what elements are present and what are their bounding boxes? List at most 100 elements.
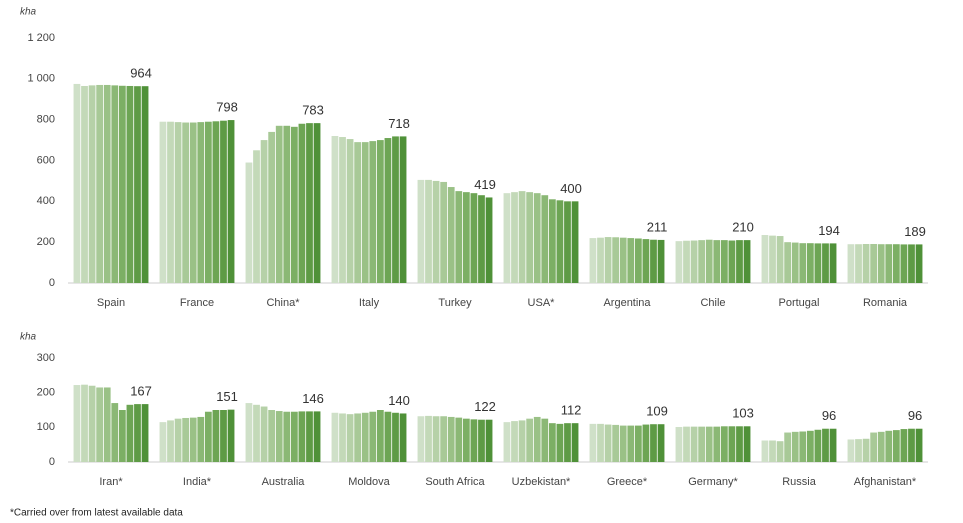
- bar: [862, 438, 870, 462]
- data-label: 151: [216, 389, 238, 404]
- y-tick-label: 200: [37, 387, 55, 399]
- bar: [791, 242, 799, 283]
- x-tick-label: Argentina: [603, 297, 651, 309]
- bar: [690, 426, 698, 462]
- x-tick-label: India*: [183, 476, 212, 488]
- bar: [283, 411, 291, 462]
- y-axis-label: kha: [20, 7, 37, 18]
- data-label: 109: [646, 404, 668, 419]
- footnote: *Carried over from latest available data: [10, 508, 183, 519]
- bar: [268, 131, 276, 283]
- bar: [313, 123, 321, 283]
- bar: [425, 415, 432, 462]
- bar: [814, 429, 822, 462]
- data-label: 211: [647, 219, 668, 234]
- bar: [806, 243, 814, 283]
- bar: [399, 413, 407, 462]
- bar: [518, 191, 526, 283]
- data-label: 400: [560, 181, 582, 196]
- bar: [290, 126, 298, 283]
- bar: [455, 417, 463, 462]
- bar: [713, 240, 721, 283]
- bar: [73, 83, 81, 283]
- bar: [776, 236, 784, 283]
- bar: [761, 235, 769, 283]
- bar: [885, 244, 893, 283]
- bar: [847, 439, 855, 462]
- bar: [829, 428, 837, 462]
- bar: [541, 418, 549, 462]
- bar: [455, 191, 463, 283]
- bar: [197, 122, 205, 283]
- bar: [571, 423, 579, 462]
- bar: [683, 240, 690, 283]
- data-label: 96: [822, 408, 836, 423]
- data-label: 189: [904, 224, 926, 239]
- x-tick-label: Iran*: [99, 476, 123, 488]
- y-tick-label: 200: [37, 236, 55, 248]
- bar: [111, 85, 119, 283]
- bar: [589, 423, 597, 462]
- bar: [650, 239, 657, 283]
- bar: [564, 201, 571, 283]
- bar: [227, 120, 235, 283]
- bar: [675, 241, 683, 283]
- bar: [885, 430, 893, 462]
- bar: [141, 86, 149, 283]
- bar: [769, 235, 776, 283]
- bar: [159, 121, 167, 283]
- bar: [713, 426, 721, 462]
- x-tick-label: China*: [266, 297, 300, 309]
- x-tick-label: Romania: [863, 297, 908, 309]
- bar: [650, 424, 657, 462]
- bar: [705, 426, 713, 462]
- bar: [220, 120, 227, 283]
- bar: [675, 426, 683, 462]
- bar: [829, 243, 837, 283]
- bar: [503, 422, 511, 462]
- bar: [634, 425, 642, 462]
- x-tick-label: USA*: [528, 297, 556, 309]
- bar: [462, 418, 470, 462]
- bar: [126, 85, 134, 284]
- bar: [260, 406, 268, 462]
- bar: [346, 414, 354, 462]
- bar: [369, 141, 377, 283]
- bar: [518, 420, 526, 462]
- x-tick-label: Portugal: [779, 297, 820, 309]
- bar: [799, 243, 807, 283]
- bar: [103, 387, 111, 462]
- bar: [376, 140, 384, 283]
- bar: [657, 424, 665, 462]
- bar: [877, 244, 885, 283]
- bar: [111, 403, 119, 462]
- bar: [511, 421, 518, 462]
- bar: [417, 416, 425, 462]
- bar: [331, 412, 339, 462]
- bar: [548, 423, 556, 462]
- bar: [126, 404, 134, 462]
- bar: [485, 419, 493, 462]
- bar: [174, 418, 182, 462]
- x-tick-label: Australia: [262, 476, 306, 488]
- bar: [791, 431, 799, 462]
- bar: [298, 123, 306, 283]
- bar: [642, 424, 650, 462]
- bar: [806, 430, 814, 462]
- bar: [432, 180, 440, 283]
- bar: [275, 125, 283, 284]
- data-label: 96: [908, 408, 922, 423]
- bar: [134, 404, 141, 462]
- bar: [220, 410, 227, 462]
- bar: [268, 410, 276, 462]
- bar: [769, 440, 776, 462]
- bar: [174, 122, 182, 283]
- data-label: 122: [474, 399, 496, 414]
- bar: [167, 420, 174, 462]
- bar: [784, 432, 792, 462]
- bar: [604, 237, 612, 283]
- bar: [306, 123, 313, 283]
- bar: [118, 85, 126, 284]
- bar: [212, 121, 220, 283]
- bar: [470, 193, 478, 283]
